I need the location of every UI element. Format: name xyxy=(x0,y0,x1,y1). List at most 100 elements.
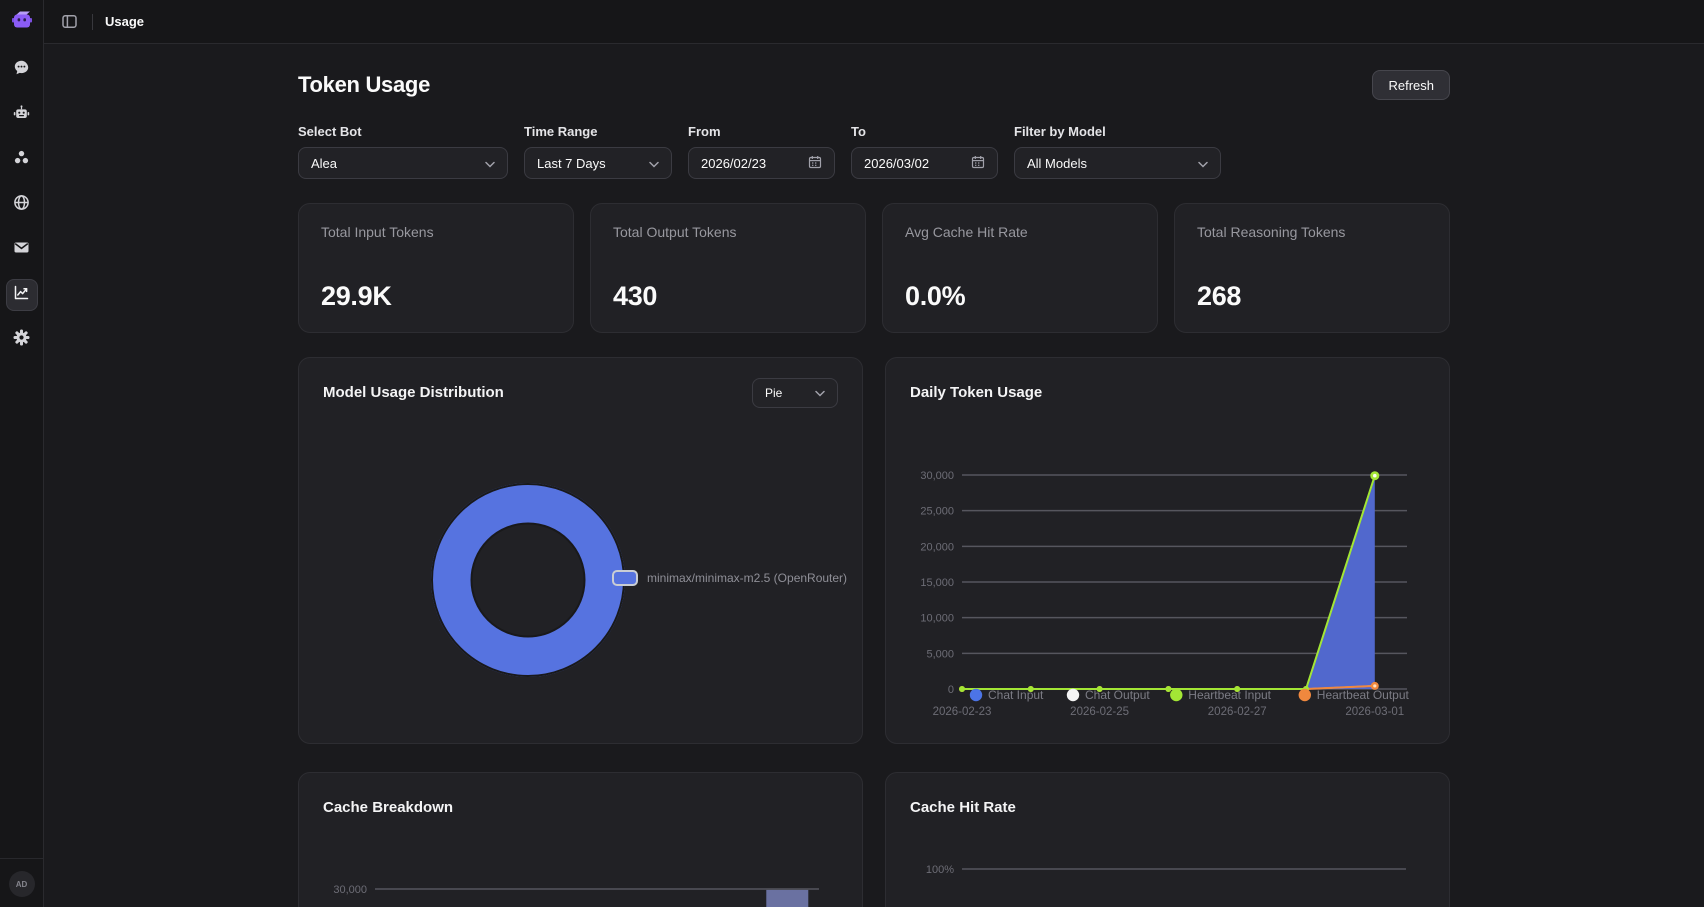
filter-time-range: Time Range Last 7 Days xyxy=(524,124,672,179)
avatar-initials: AD xyxy=(15,879,28,889)
stat-card-reasoning: Total Reasoning Tokens 268 xyxy=(1174,203,1450,333)
charts-row-1: Model Usage Distribution Pie minimax/min… xyxy=(298,357,1450,744)
svg-text:100%: 100% xyxy=(926,864,954,876)
time-range-dropdown[interactable]: Last 7 Days xyxy=(524,147,672,179)
select-bot-dropdown[interactable]: Alea xyxy=(298,147,508,179)
pie-legend: minimax/minimax-m2.5 (OpenRouter) xyxy=(612,570,847,586)
cache-hit-rate-title: Cache Hit Rate xyxy=(910,799,1016,816)
cache-breakdown-card: Cache Breakdown 30,00025,00020,00015,000… xyxy=(298,772,863,907)
chevron-down-icon xyxy=(485,156,495,171)
filter-model: Filter by Model All Models xyxy=(1014,124,1221,179)
svg-text:Heartbeat Output: Heartbeat Output xyxy=(1317,688,1410,702)
charts-row-2: Cache Breakdown 30,00025,00020,00015,000… xyxy=(298,772,1450,907)
model-dropdown[interactable]: All Models xyxy=(1014,147,1221,179)
filter-select-bot: Select Bot Alea xyxy=(298,124,508,179)
sidebar-item-usage[interactable] xyxy=(5,279,38,311)
app-logo-icon[interactable] xyxy=(10,8,34,32)
svg-text:25,000: 25,000 xyxy=(920,506,954,518)
gear-icon xyxy=(13,329,30,351)
svg-text:10,000: 10,000 xyxy=(920,613,954,625)
main-area: Usage Token Usage Refresh Select Bot Ale… xyxy=(44,0,1704,907)
line-chart-icon xyxy=(13,284,30,306)
sidebar-item-settings[interactable] xyxy=(6,324,38,356)
chevron-down-icon xyxy=(649,156,659,171)
chart-type-dropdown[interactable]: Pie xyxy=(752,378,838,408)
svg-text:20,000: 20,000 xyxy=(920,541,954,553)
svg-text:2026-02-25: 2026-02-25 xyxy=(1070,706,1129,718)
daily-token-usage-chart: 0 5,000 10,000 15,000 20,000 25,000 30,000 Chat… xyxy=(910,463,1430,740)
stat-card-total-output: Total Output Tokens 430 xyxy=(590,203,866,333)
time-range-value: Last 7 Days xyxy=(537,155,606,171)
svg-text:15,000: 15,000 xyxy=(920,577,954,589)
stat-card-total-input: Total Input Tokens 29.9K xyxy=(298,203,574,333)
svg-text:Chat Output: Chat Output xyxy=(1085,688,1150,702)
calendar-icon xyxy=(808,155,822,172)
model-usage-card: Model Usage Distribution Pie minimax/min… xyxy=(298,357,863,744)
select-bot-value: Alea xyxy=(311,155,338,171)
model-usage-title: Model Usage Distribution xyxy=(323,384,504,401)
from-date-input[interactable]: 2026/02/23 xyxy=(688,147,835,179)
sidebar-nav xyxy=(5,54,38,356)
svg-text:30,000: 30,000 xyxy=(920,470,954,482)
globe-icon xyxy=(13,194,30,216)
stat-value: 268 xyxy=(1197,281,1242,311)
nodes-cluster-icon xyxy=(13,149,30,171)
topbar: Usage xyxy=(44,0,1704,44)
envelope-icon xyxy=(13,239,30,261)
stat-value: 29.9K xyxy=(321,281,392,311)
sidebar-footer: AD xyxy=(0,858,43,897)
page-header: Token Usage Refresh xyxy=(298,70,1450,100)
sidebar-item-integrations[interactable] xyxy=(6,144,38,176)
stats-row: Total Input Tokens 29.9K Total Output To… xyxy=(298,203,1450,333)
topbar-title: Usage xyxy=(105,14,145,29)
svg-text:2026-03-01: 2026-03-01 xyxy=(1345,706,1404,718)
svg-text:5,000: 5,000 xyxy=(926,648,954,660)
refresh-button[interactable]: Refresh xyxy=(1372,70,1450,100)
topbar-divider xyxy=(92,13,93,30)
filters-row: Select Bot Alea Time Range Last 7 Days F… xyxy=(298,124,1450,179)
svg-text:2026-02-27: 2026-02-27 xyxy=(1208,706,1267,718)
to-date-value: 2026/03/02 xyxy=(864,155,930,171)
stat-value: 430 xyxy=(613,281,658,311)
select-bot-label: Select Bot xyxy=(298,124,362,139)
page-title: Token Usage xyxy=(298,72,430,97)
filter-by-model-label: Filter by Model xyxy=(1014,124,1106,139)
pie-legend-label: minimax/minimax-m2.5 (OpenRouter) xyxy=(647,571,848,585)
pie-legend-swatch xyxy=(612,570,638,586)
chat-bubble-icon xyxy=(13,59,30,81)
daily-token-usage-title: Daily Token Usage xyxy=(910,384,1043,401)
filter-from-date: From 2026/02/23 xyxy=(688,124,835,179)
chevron-down-icon xyxy=(815,386,825,400)
stat-label: Total Input Tokens xyxy=(321,224,434,240)
calendar-icon xyxy=(971,155,985,172)
daily-token-usage-card: Daily Token Usage 0 5,000 10,000 15,000 20,0… xyxy=(885,357,1450,744)
svg-text:30,000: 30,000 xyxy=(333,884,367,896)
sidebar-item-web[interactable] xyxy=(6,189,38,221)
user-avatar[interactable]: AD xyxy=(8,871,35,897)
content: Token Usage Refresh Select Bot Alea Time… xyxy=(44,44,1704,907)
sidebar: AD xyxy=(0,0,44,907)
cache-hit-rate-chart: 100%80%60%40%20%0% xyxy=(906,833,1430,907)
svg-text:Heartbeat Input: Heartbeat Input xyxy=(1188,688,1271,702)
sidebar-item-chat[interactable] xyxy=(6,54,38,86)
to-date-input[interactable]: 2026/03/02 xyxy=(851,147,998,179)
stat-card-cache-hit-rate: Avg Cache Hit Rate 0.0% xyxy=(882,203,1158,333)
robot-icon xyxy=(13,104,30,126)
cache-hit-rate-card: Cache Hit Rate 100%80%60%40%20%0% xyxy=(885,772,1450,907)
chevron-down-icon xyxy=(1198,156,1208,171)
chart-type-value: Pie xyxy=(765,386,783,400)
stat-label: Total Reasoning Tokens xyxy=(1197,224,1346,240)
stat-value: 0.0% xyxy=(905,281,966,311)
stat-label: Total Output Tokens xyxy=(613,224,737,240)
filter-to-date: To 2026/03/02 xyxy=(851,124,998,179)
stat-label: Avg Cache Hit Rate xyxy=(905,224,1028,240)
cache-breakdown-title: Cache Breakdown xyxy=(323,799,454,816)
svg-text:0: 0 xyxy=(948,684,954,696)
sidebar-toggle-button[interactable] xyxy=(58,11,80,33)
sidebar-item-mail[interactable] xyxy=(6,234,38,266)
time-range-label: Time Range xyxy=(524,124,598,139)
sidebar-item-bots[interactable] xyxy=(6,99,38,131)
from-label: From xyxy=(688,124,721,139)
svg-text:2026-02-23: 2026-02-23 xyxy=(933,706,992,718)
